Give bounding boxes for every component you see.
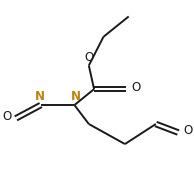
Text: O: O <box>2 110 11 123</box>
Text: O: O <box>183 124 192 137</box>
Text: O: O <box>84 51 94 64</box>
Text: N: N <box>71 90 81 103</box>
Text: N: N <box>35 90 45 103</box>
Text: O: O <box>131 81 140 94</box>
